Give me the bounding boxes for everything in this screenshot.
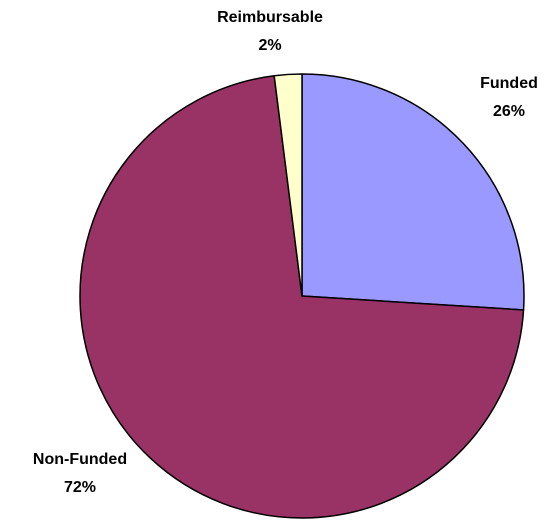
- slice-name-reimbursable: Reimbursable: [217, 9, 323, 26]
- pie-slice-non-funded: [79, 75, 525, 519]
- slice-label-reimbursable: Reimbursable 2%: [190, 4, 350, 60]
- slice-percent-reimbursable: 2%: [258, 37, 282, 54]
- slice-percent-non-funded: 72%: [63, 479, 97, 496]
- slice-name-funded: Funded: [480, 75, 538, 92]
- pie-slice-funded: [301, 73, 525, 311]
- slice-label-funded: Funded 26%: [459, 70, 559, 126]
- slice-percent-funded: 26%: [492, 103, 526, 120]
- slice-name-non-funded: Non-Funded: [32, 451, 128, 468]
- slice-label-non-funded: Non-Funded 72%: [0, 446, 160, 502]
- pie-slice-reimbursable: [273, 73, 303, 297]
